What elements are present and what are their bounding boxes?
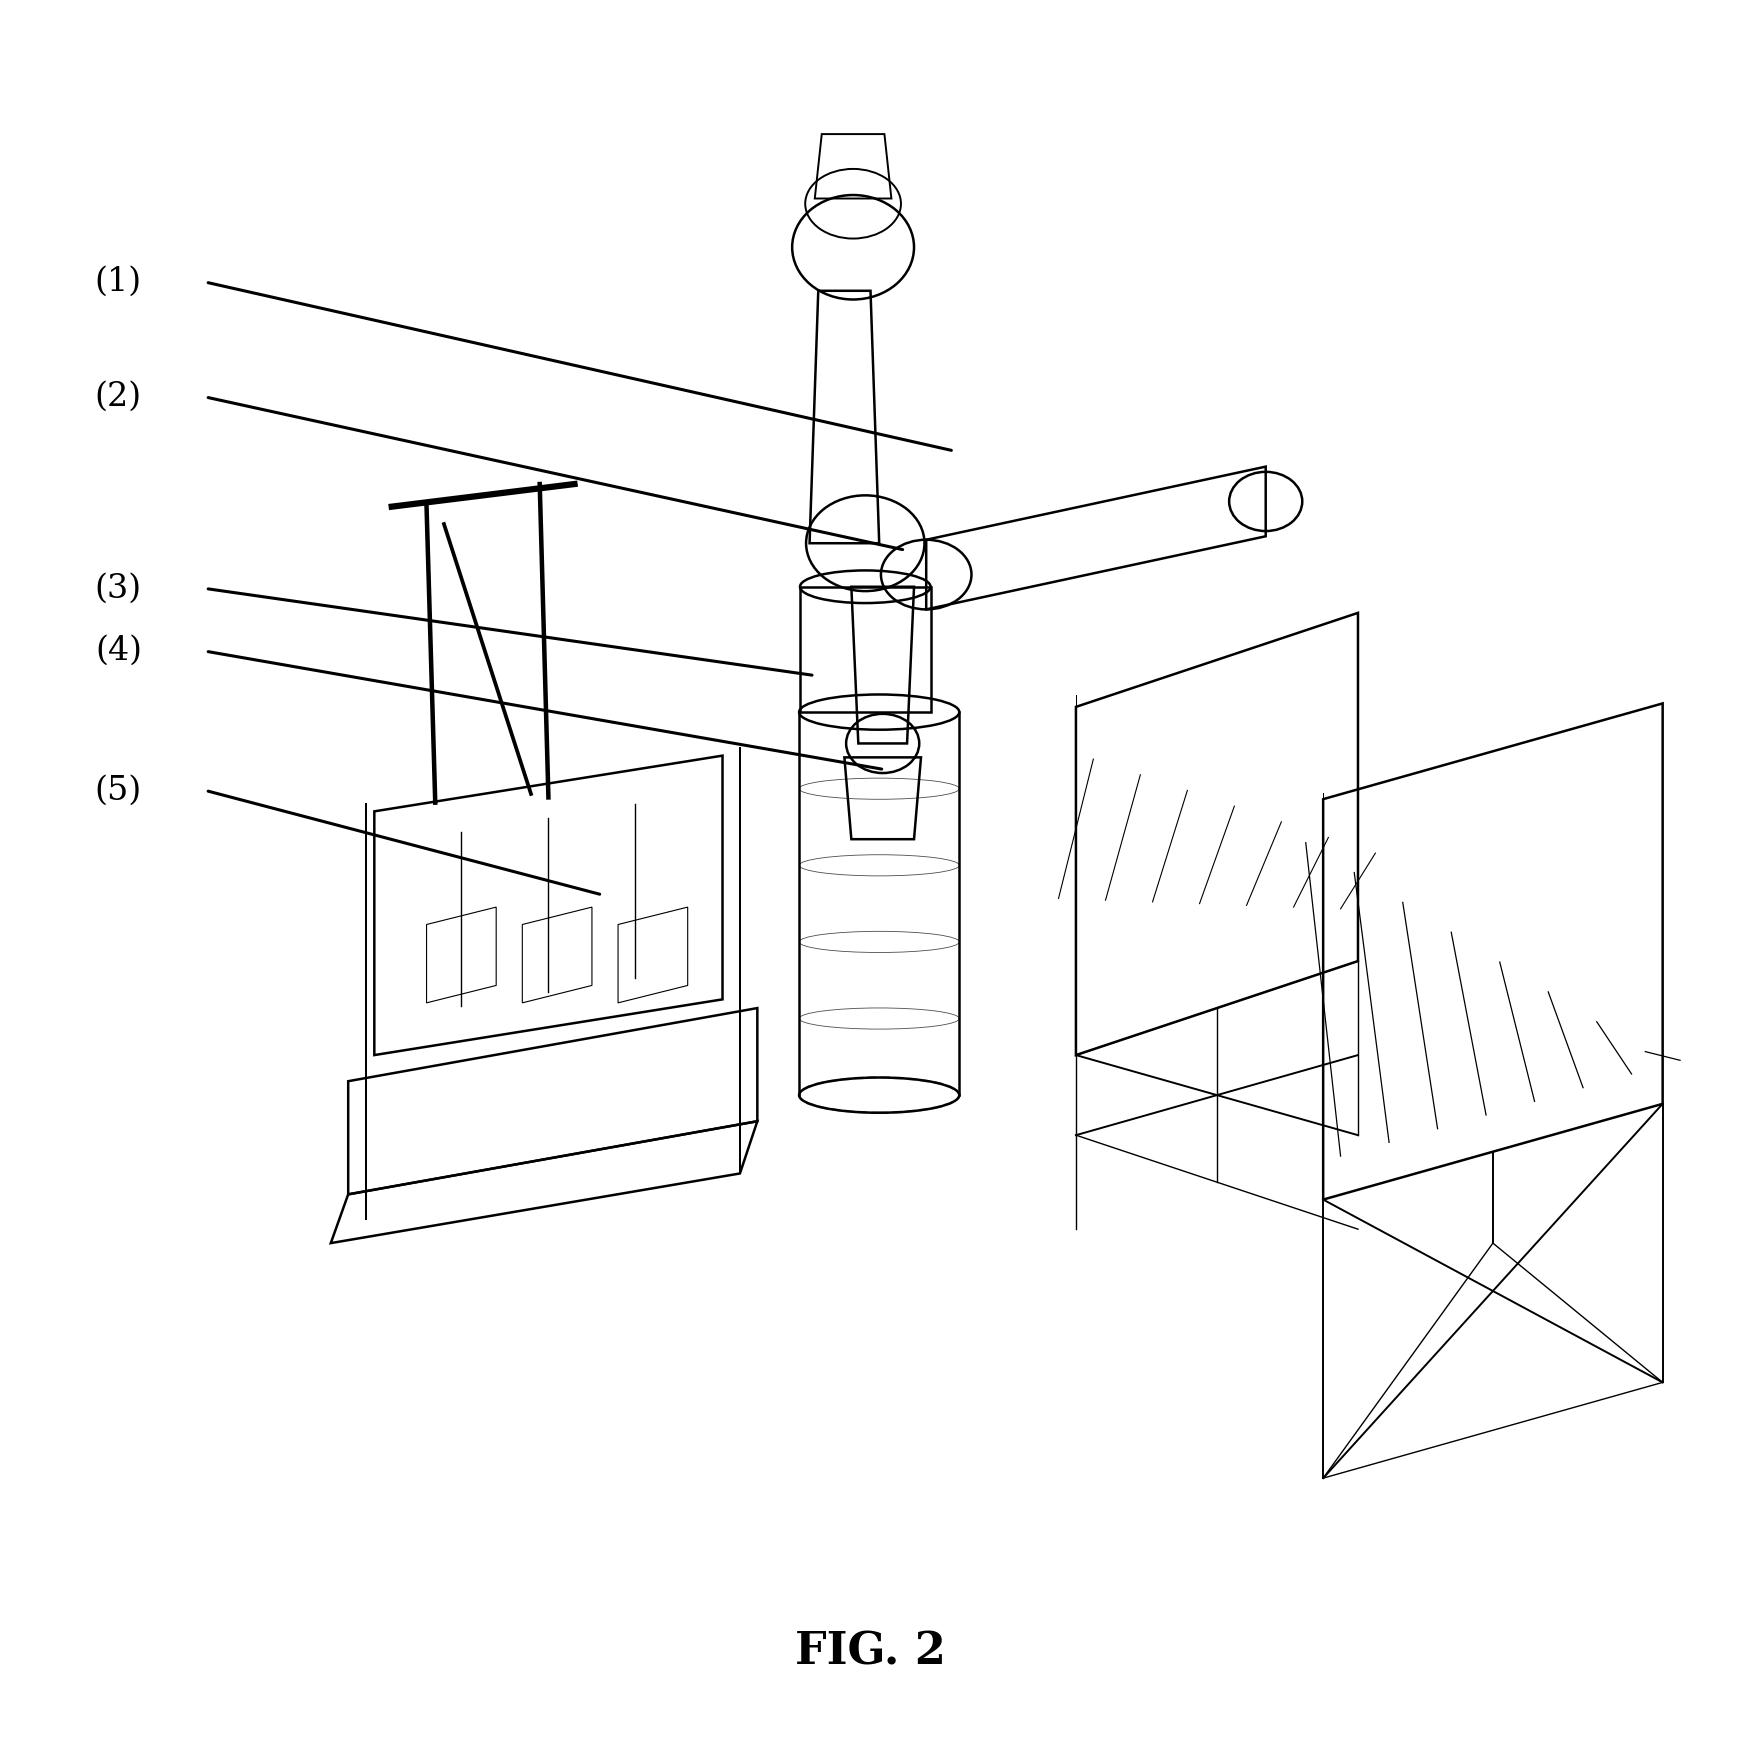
Text: (4): (4): [96, 635, 141, 667]
Text: (5): (5): [94, 774, 143, 807]
Text: FIG. 2: FIG. 2: [796, 1630, 945, 1674]
Text: (3): (3): [94, 572, 143, 604]
Text: (1): (1): [94, 267, 143, 298]
Text: (2): (2): [94, 381, 143, 412]
